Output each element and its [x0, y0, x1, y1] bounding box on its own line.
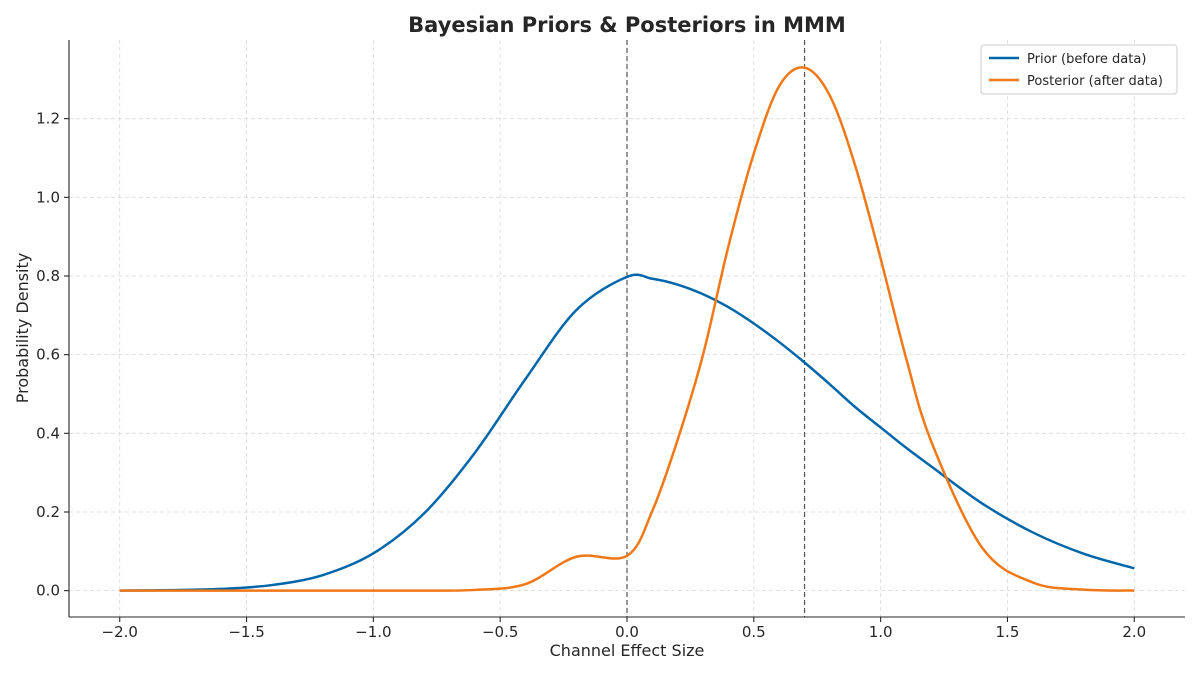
y-tick-label-4: 0.8	[36, 267, 60, 285]
chart-title: Bayesian Priors & Posteriors in MMM	[408, 13, 846, 37]
x-axis-label: Channel Effect Size	[550, 641, 705, 660]
reference-lines	[626, 40, 806, 617]
x-tick-label-5: 0.5	[742, 623, 766, 641]
x-tick-label-2: −1.0	[355, 623, 391, 641]
x-tick-label-6: 1.0	[869, 623, 893, 641]
posterior-curve	[119, 66, 1135, 592]
y-tick-label-2: 0.4	[36, 424, 60, 442]
y-tick-label-5: 1.0	[36, 188, 60, 206]
y-tick-label-6: 1.2	[36, 110, 60, 128]
legend-label-posterior: Posterior (after data)	[1027, 74, 1163, 89]
series-lines	[119, 66, 1135, 592]
x-tick-label-4: 0.0	[615, 623, 639, 641]
x-tick-label-7: 1.5	[996, 623, 1020, 641]
y-tick-label-0: 0.0	[36, 582, 60, 600]
legend: Prior (before data) Posterior (after dat…	[980, 44, 1178, 95]
ticks: −2.0 −1.5 −1.0 −0.5 0.0 0.5 1.0 1.5 2.0 0.0 0.2 0.4…	[36, 110, 1146, 641]
y-tick-label-3: 0.6	[36, 346, 60, 364]
y-tick-label-1: 0.2	[36, 503, 60, 521]
x-tick-label-1: −1.5	[228, 623, 264, 641]
y-axis-label: Probability Density	[13, 253, 32, 404]
legend-box	[980, 44, 1178, 95]
x-tick-label-0: −2.0	[102, 623, 138, 641]
x-tick-label-8: 2.0	[1122, 623, 1146, 641]
legend-label-prior: Prior (before data)	[1027, 52, 1146, 67]
prior-curve	[119, 273, 1135, 592]
x-tick-label-3: −0.5	[482, 623, 518, 641]
